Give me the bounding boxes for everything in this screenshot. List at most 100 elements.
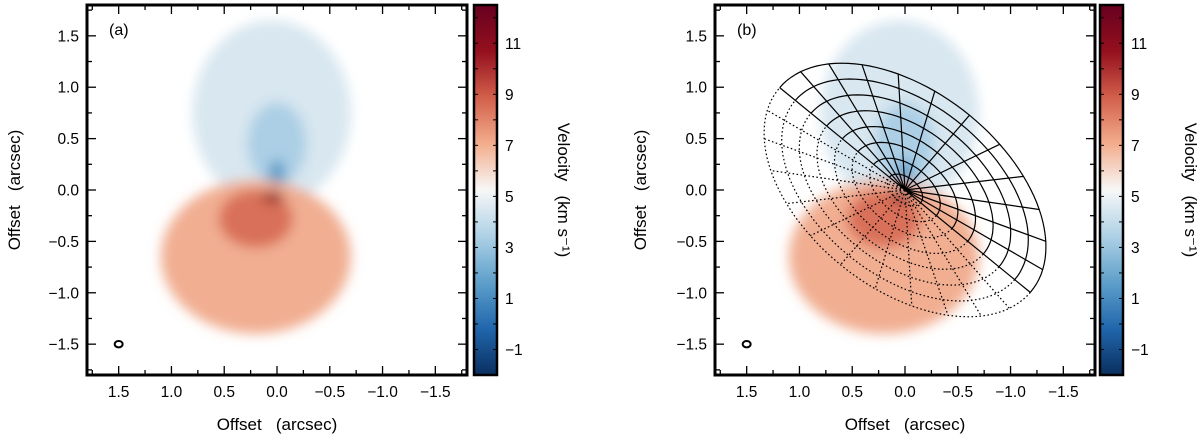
emission-red-lobe	[160, 179, 351, 334]
x-tick-label: −0.5	[314, 384, 345, 401]
y-tick-label: 1.0	[685, 80, 707, 97]
colorbar-tick-label: 1	[1131, 291, 1140, 308]
panel-b: 1.5 1.0 0.5 0.0 −0.5 −1.0 −1.5 1.5 1.0 0.5 0.0 −0.…	[631, 3, 1200, 434]
colorbar-gradient	[1098, 3, 1125, 377]
grid-ring	[763, 87, 1031, 318]
y-tick-label: −1.0	[48, 285, 79, 302]
axis-ticks	[87, 5, 467, 375]
beam-marker	[741, 339, 752, 349]
grid-spoke	[828, 63, 906, 191]
beam-ellipse	[113, 339, 124, 349]
emission-map	[160, 20, 351, 334]
grid-spoke	[904, 189, 982, 317]
colorbar-tick-label: 7	[505, 138, 514, 155]
emission-blue-core	[875, 102, 935, 185]
grid-spoke	[897, 73, 906, 191]
x-tick-label: −1.0	[995, 384, 1026, 401]
axis-ticks	[715, 5, 1095, 375]
grid-spoke	[840, 189, 906, 266]
emission-red-core	[262, 192, 284, 203]
emission-red-inner	[218, 190, 293, 248]
x-tick-label: 0.0	[266, 384, 288, 401]
x-tick-label: 1.0	[161, 384, 183, 401]
x-tick-label: 0.0	[894, 384, 916, 401]
grid-spoke	[779, 87, 906, 191]
colorbar-tick-label: 11	[1131, 36, 1147, 53]
y-tick-labels: 1.5 1.0 0.5 0.0 −0.5 −1.0 −1.5	[676, 28, 707, 353]
y-tick-label: 1.5	[685, 28, 707, 45]
colorbar-tick-label: 3	[505, 240, 514, 257]
grid-spoke	[904, 189, 913, 307]
colorbar-tick-label: 11	[505, 36, 521, 53]
y-axis-label: Offset (arcsec)	[5, 130, 24, 251]
y-tick-label: −1.5	[676, 337, 707, 354]
y-tick-label: 1.0	[57, 80, 79, 97]
grid-spoke	[874, 189, 906, 289]
x-axis-label: Offset (arcsec)	[845, 415, 966, 434]
colorbar-tick-label: 5	[505, 189, 514, 206]
colorbar: −1 1 3 5 7 9 11 Velocity (km s⁻¹)	[472, 3, 573, 377]
colorbar-ticks: −1 1 3 5 7 9 11	[474, 17, 523, 376]
grid-spoke	[904, 143, 1000, 191]
colorbar-gradient	[472, 3, 499, 377]
colorbar-tick-label: −1	[1131, 342, 1149, 359]
grid-spoke	[770, 169, 906, 191]
colorbar-tick-label: 7	[1131, 138, 1140, 155]
grid-ring	[851, 151, 953, 239]
panel-label: (a)	[109, 22, 129, 39]
y-tick-label: 0.0	[685, 183, 707, 200]
emission-map	[788, 20, 979, 334]
y-tick-label: 0.0	[57, 183, 79, 200]
colorbar-tick-label: 5	[1131, 189, 1140, 206]
x-tick-label: −1.0	[367, 384, 398, 401]
colorbar-ticks: −1 1 3 5 7 9 11	[1100, 17, 1149, 376]
grid-spoke	[763, 138, 906, 191]
y-tick-label: 0.5	[57, 131, 79, 148]
x-axis-label: Offset (arcsec)	[217, 415, 338, 434]
colorbar-tick-label: 3	[1131, 240, 1140, 257]
grid-ring	[798, 112, 1000, 286]
x-tick-label: −1.5	[1048, 384, 1079, 401]
y-tick-labels: 1.5 1.0 0.5 0.0 −0.5 −1.0 −1.5	[48, 28, 79, 353]
colorbar-label: Velocity (km s⁻¹)	[1181, 123, 1200, 258]
colorbar: −1 1 3 5 7 9 11 Velocity (km s⁻¹)	[1098, 3, 1200, 377]
y-tick-label: −0.5	[676, 234, 707, 251]
emission-red-inner	[846, 190, 921, 248]
colorbar-tick-label: 9	[505, 87, 514, 104]
grid-spoke	[904, 189, 1044, 271]
x-tick-label: 0.5	[213, 384, 235, 401]
y-tick-label: 1.5	[57, 28, 79, 45]
grid-spoke	[904, 189, 1040, 211]
colorbar-tick-label: −1	[505, 342, 523, 359]
grid-ring	[816, 125, 984, 270]
grid-spoke	[861, 64, 906, 191]
colorbar-tick-label: 1	[505, 291, 514, 308]
x-tick-labels: 1.5 1.0 0.5 0.0 −0.5 −1.0 −1.5	[736, 384, 1079, 401]
x-tick-label: 1.0	[789, 384, 811, 401]
x-tick-label: −1.5	[420, 384, 451, 401]
y-axis-label: Offset (arcsec)	[631, 130, 650, 251]
beam-ellipse	[741, 339, 752, 349]
y-tick-label: −1.0	[676, 285, 707, 302]
x-tick-label: 0.5	[841, 384, 863, 401]
grid-spoke	[904, 189, 1031, 293]
grid-spoke	[904, 189, 1047, 242]
y-tick-label: −1.5	[48, 337, 79, 354]
x-tick-label: 1.5	[736, 384, 758, 401]
grid-ring	[886, 176, 922, 207]
emission-blue-core	[247, 102, 307, 185]
y-tick-label: 0.5	[685, 131, 707, 148]
beam-marker	[113, 339, 124, 349]
panel-label: (b)	[737, 22, 757, 39]
panel-a: 1.5 1.0 0.5 0.0 −0.5 −1.0 −1.5 1.5 1.0 0.5 0.0 −0.…	[5, 3, 573, 434]
grid-spoke	[904, 114, 970, 191]
y-tick-label: −0.5	[48, 234, 79, 251]
colorbar-tick-label: 9	[1131, 87, 1140, 104]
grid-spoke	[904, 91, 936, 191]
grid-spoke	[904, 175, 1024, 191]
x-tick-label: 1.5	[108, 384, 130, 401]
emission-red-lobe	[788, 179, 979, 334]
grid-spoke	[810, 189, 906, 237]
x-tick-labels: 1.5 1.0 0.5 0.0 −0.5 −1.0 −1.5	[108, 384, 451, 401]
